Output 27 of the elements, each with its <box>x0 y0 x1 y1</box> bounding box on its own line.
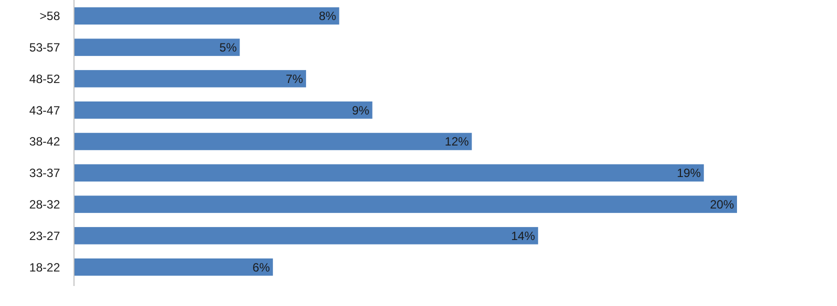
bar <box>74 227 538 244</box>
y-tick-label: 43-47 <box>29 103 60 118</box>
bar <box>74 101 372 119</box>
data-label: 6% <box>252 260 270 274</box>
data-label: 7% <box>286 72 304 86</box>
y-tick-label: >58 <box>40 9 60 24</box>
bar <box>74 164 704 182</box>
y-tick-label: 28-32 <box>29 197 60 212</box>
bar <box>74 7 340 25</box>
y-tick-label: 48-52 <box>29 72 60 86</box>
bar <box>74 38 240 56</box>
y-tick-label: 18-22 <box>29 260 60 274</box>
bar <box>74 132 472 150</box>
y-tick-label: 33-37 <box>29 166 60 180</box>
y-tick-label: 38-42 <box>29 134 60 149</box>
data-label: 8% <box>318 9 337 24</box>
y-tick-label: 23-27 <box>29 228 60 243</box>
bar <box>74 196 737 213</box>
bar <box>74 258 273 276</box>
data-label: 5% <box>219 40 238 55</box>
data-label: 19% <box>676 166 702 180</box>
y-tick-label: 53-57 <box>29 40 60 55</box>
data-label: 14% <box>511 228 536 243</box>
data-label: 9% <box>352 103 370 118</box>
data-label: 20% <box>710 197 734 212</box>
bar <box>74 70 306 88</box>
data-label: 12% <box>444 134 470 149</box>
